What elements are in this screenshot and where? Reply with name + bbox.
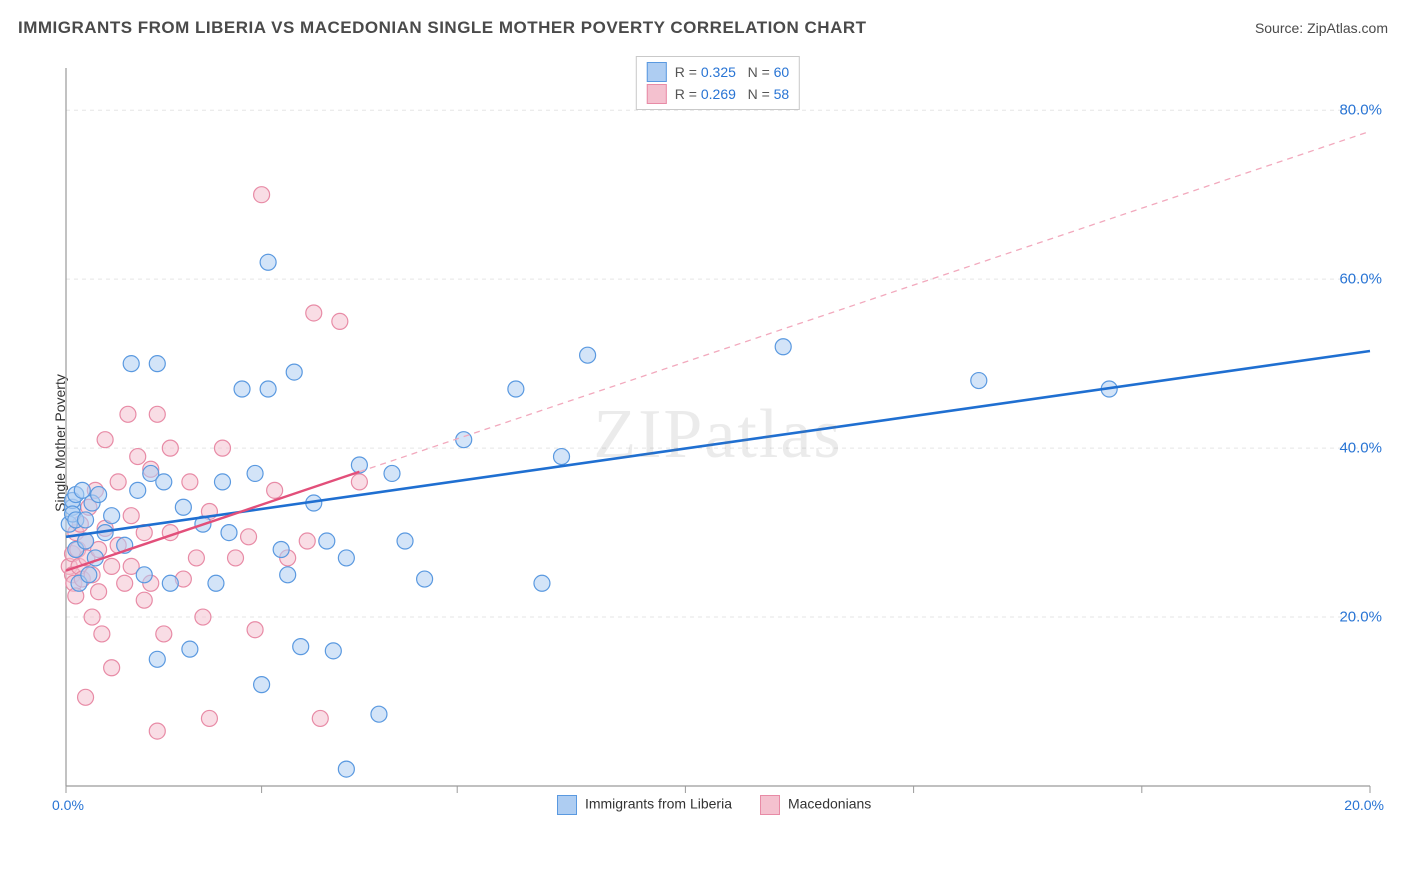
chart-area: Single Mother Poverty ZIPatlas R = 0.325… (48, 50, 1388, 820)
y-tick-label: 40.0% (1339, 440, 1382, 457)
legend-label: Immigrants from Liberia (585, 796, 732, 812)
legend-swatch (760, 795, 780, 815)
scatter-plot (48, 50, 1388, 820)
source-value: ZipAtlas.com (1307, 20, 1388, 36)
y-tick-label: 80.0% (1339, 102, 1382, 119)
x-tick-max: 20.0% (1344, 797, 1384, 813)
legend-swatch (647, 62, 667, 82)
legend-stats: R = 0.325 N = 60 (675, 64, 789, 80)
legend-item: Macedonians (760, 795, 871, 815)
series-legend: Immigrants from Liberia Macedonians (557, 795, 871, 815)
x-tick-min: 0.0% (52, 797, 84, 813)
chart-title: IMMIGRANTS FROM LIBERIA VS MACEDONIAN SI… (18, 18, 867, 38)
correlation-legend: R = 0.325 N = 60 R = 0.269 N = 58 (636, 56, 800, 110)
legend-item: Immigrants from Liberia (557, 795, 732, 815)
chart-header: IMMIGRANTS FROM LIBERIA VS MACEDONIAN SI… (18, 18, 1388, 38)
legend-swatch (557, 795, 577, 815)
legend-row: R = 0.325 N = 60 (647, 61, 789, 83)
chart-source: Source: ZipAtlas.com (1255, 20, 1388, 36)
y-tick-label: 20.0% (1339, 609, 1382, 626)
legend-row: R = 0.269 N = 58 (647, 83, 789, 105)
source-label: Source: (1255, 20, 1307, 36)
legend-swatch (647, 84, 667, 104)
x-axis-row: 0.0% Immigrants from LiberiaMacedonians … (48, 790, 1388, 820)
y-tick-label: 60.0% (1339, 271, 1382, 288)
legend-label: Macedonians (788, 796, 871, 812)
legend-stats: R = 0.269 N = 58 (675, 86, 789, 102)
